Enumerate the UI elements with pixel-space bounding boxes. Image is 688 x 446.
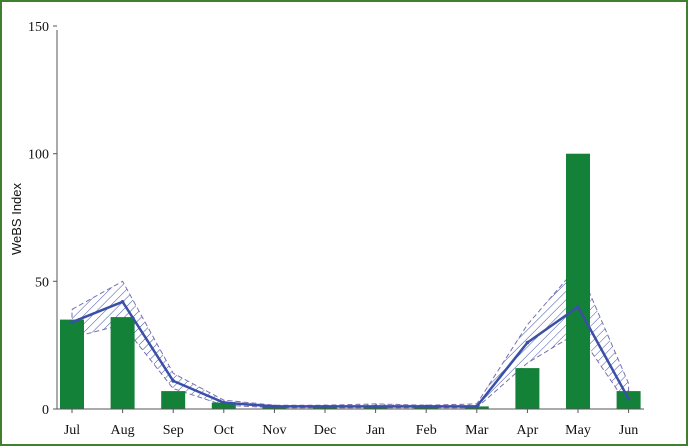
x-tick-label: Jan	[366, 423, 385, 438]
bar-jul	[60, 319, 84, 409]
x-tick-label: Dec	[314, 423, 337, 438]
line-point-mar	[475, 404, 479, 409]
line-point-nov	[272, 404, 277, 409]
x-tick-label: Jul	[64, 423, 80, 438]
bar-may	[566, 153, 590, 409]
line-point-jan	[373, 404, 378, 409]
x-ticks: Jul Aug Sep Oct Nov Dec Jan Feb Mar Apr May Jun	[64, 409, 638, 438]
x-tick-label: Jun	[619, 423, 638, 438]
line-point-feb	[424, 404, 429, 409]
y-tick-label: 0	[42, 403, 49, 418]
line-point-aug	[120, 300, 125, 304]
line-point-may	[576, 305, 580, 309]
line-path	[71, 300, 630, 408]
line-point-dec	[323, 404, 327, 409]
x-tick-label: Nov	[262, 423, 286, 438]
x-tick-label: Sep	[163, 423, 184, 438]
y-axis-title: WeBS Index	[9, 182, 24, 255]
y-ticks: 0 50 100 150	[28, 20, 57, 418]
x-tick-label: May	[565, 423, 591, 438]
line-point-jul	[70, 320, 74, 325]
bars	[60, 153, 641, 409]
line-point-jun	[626, 397, 631, 401]
band-area	[71, 265, 630, 409]
y-tick-label: 50	[35, 275, 49, 290]
x-tick-label: Aug	[111, 423, 135, 438]
x-tick-label: Oct	[214, 423, 234, 438]
line-point-sep	[171, 379, 175, 383]
confidence-band	[71, 265, 630, 409]
x-tick-label: Mar	[465, 423, 489, 438]
line-point-apr	[525, 340, 530, 345]
x-tick-label: Apr	[517, 423, 539, 438]
trend-line	[70, 300, 631, 409]
bar-apr	[515, 368, 540, 409]
bar-aug	[110, 317, 135, 409]
y-tick-label: 150	[28, 20, 49, 35]
bar-sep	[161, 391, 186, 409]
y-tick-label: 100	[28, 148, 49, 163]
x-tick-label: Feb	[416, 423, 437, 438]
bar-oct	[211, 402, 236, 409]
line-point-oct	[222, 400, 226, 405]
